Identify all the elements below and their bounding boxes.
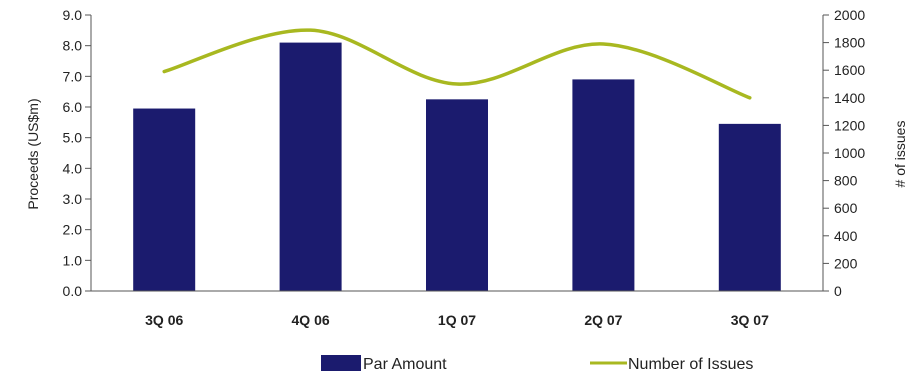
x-axis: 3Q 06 4Q 06 1Q 07 2Q 07 3Q 07 xyxy=(91,290,823,328)
x-axis-category-label: 2Q 07 xyxy=(584,312,622,328)
legend-label-number-of-issues: Number of Issues xyxy=(628,356,753,373)
right-axis-tick-label: 1200 xyxy=(834,117,865,133)
bar-3q-07 xyxy=(718,123,781,291)
bar-3q-06 xyxy=(133,108,196,292)
x-axis-category-label: 1Q 07 xyxy=(438,312,476,328)
legend-swatch-par-amount xyxy=(321,355,361,371)
x-axis-category-label: 3Q 07 xyxy=(731,312,769,328)
right-axis-tick-label: 800 xyxy=(834,173,858,189)
left-axis: 0.0 1.0 2.0 3.0 4.0 5.0 6.0 7.0 8.0 9.0 xyxy=(63,7,92,299)
left-axis-tick-label: 1.0 xyxy=(63,252,83,268)
left-axis-title: Proceeds (US$m) xyxy=(25,98,41,209)
left-axis-tick-label: 9.0 xyxy=(63,7,83,23)
right-axis-tick-label: 2000 xyxy=(834,7,865,23)
line-series xyxy=(162,28,752,100)
right-axis-title: # of issues xyxy=(892,121,908,188)
right-axis-tick-label: 600 xyxy=(834,200,858,216)
right-axis-tick-label: 400 xyxy=(834,228,858,244)
left-axis-tick-label: 2.0 xyxy=(63,222,83,238)
right-axis-tick-label: 1800 xyxy=(834,35,865,51)
bar-series xyxy=(133,42,781,292)
left-axis-tick-label: 3.0 xyxy=(63,191,83,207)
right-axis-tick-label: 1600 xyxy=(834,62,865,78)
left-axis-tick-label: 8.0 xyxy=(63,38,83,54)
line-number-of-issues xyxy=(162,28,752,100)
bar-4q-06 xyxy=(279,42,342,291)
bar-1q-07 xyxy=(426,99,488,291)
right-axis: 0 200 400 600 800 1000 1200 1400 1600 1800 2000 xyxy=(822,7,865,299)
x-axis-category-label: 3Q 06 xyxy=(145,312,183,328)
legend: Par Amount Number of Issues xyxy=(321,355,753,373)
right-axis-tick-label: 1400 xyxy=(834,90,865,106)
right-axis-tick-label: 0 xyxy=(834,283,842,299)
left-axis-tick-label: 6.0 xyxy=(63,99,83,115)
right-axis-tick-label: 200 xyxy=(834,255,858,271)
bar-2q-07 xyxy=(572,79,635,292)
right-axis-tick-label: 1000 xyxy=(834,145,865,161)
left-axis-tick-label: 0.0 xyxy=(63,283,83,299)
x-axis-category-label: 4Q 06 xyxy=(292,312,330,328)
legend-label-par-amount: Par Amount xyxy=(363,356,447,373)
left-axis-tick-label: 7.0 xyxy=(63,68,83,84)
left-axis-tick-label: 4.0 xyxy=(63,160,83,176)
left-axis-tick-label: 5.0 xyxy=(63,130,83,146)
